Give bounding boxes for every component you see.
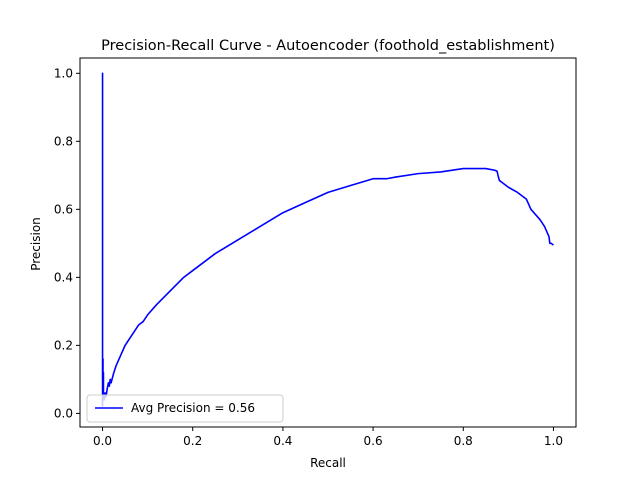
y-tick-label: 0.2 bbox=[54, 338, 73, 352]
x-tick-label: 0.2 bbox=[183, 434, 202, 448]
y-axis-ticks: 0.0 0.2 0.4 0.6 0.8 1.0 bbox=[54, 66, 80, 420]
y-axis-label: Precision bbox=[29, 217, 43, 271]
chart-title: Precision-Recall Curve - Autoencoder (fo… bbox=[101, 38, 555, 54]
x-tick-label: 0.8 bbox=[454, 434, 473, 448]
x-axis-label: Recall bbox=[310, 456, 346, 470]
y-tick-label: 0.4 bbox=[54, 270, 73, 284]
y-tick-label: 0.6 bbox=[54, 202, 73, 216]
x-tick-label: 0.6 bbox=[364, 434, 383, 448]
legend-entry-label: Avg Precision = 0.56 bbox=[131, 401, 255, 415]
x-tick-label: 0.4 bbox=[273, 434, 292, 448]
y-tick-label: 0.8 bbox=[54, 134, 73, 148]
legend-box bbox=[86, 394, 284, 423]
y-tick-label: 0.0 bbox=[54, 406, 73, 420]
x-tick-label: 0.0 bbox=[93, 434, 112, 448]
y-tick-label: 1.0 bbox=[54, 66, 73, 80]
legend: Avg Precision = 0.56 bbox=[86, 394, 284, 423]
axes-frame bbox=[79, 57, 577, 428]
x-tick-label: 1.0 bbox=[544, 434, 563, 448]
plot-area bbox=[101, 72, 554, 407]
x-axis-ticks: 0.0 0.2 0.4 0.6 0.8 1.0 bbox=[93, 427, 563, 448]
series-line-avg-precision bbox=[101, 72, 554, 407]
